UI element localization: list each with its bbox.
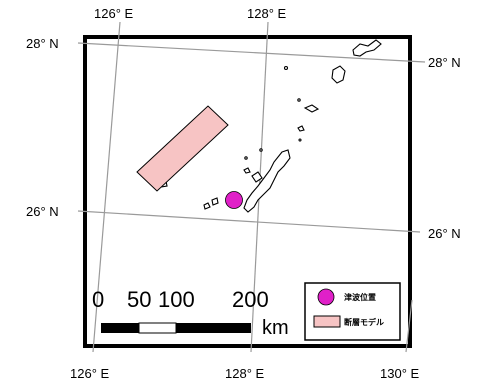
legend-fault-symbol: [313, 315, 341, 328]
label-right-26: 26° N: [428, 226, 461, 241]
legend-box: [304, 282, 401, 341]
epicenter-marker: [225, 191, 243, 209]
meridian-130: [405, 299, 413, 353]
islet-1: [283, 65, 289, 71]
scale-bar: 0 50 100 200 km: [92, 287, 289, 339]
parallel-26: [77, 210, 421, 233]
label-right-28: 28° N: [428, 55, 461, 70]
scale-tick-200: 200: [232, 287, 269, 312]
islet-6: [298, 138, 302, 142]
islet-2: [297, 98, 301, 102]
scale-segment-1: [101, 323, 139, 333]
scale-tick-100: 100: [158, 287, 195, 312]
island-okinoerabu: [303, 104, 320, 113]
legend-epicenter-label: 津波位置: [344, 292, 376, 302]
scale-tick-0: 0: [92, 287, 104, 312]
label-bottom-128: 128° E: [225, 366, 265, 381]
label-bottom-130: 130° E: [380, 366, 420, 381]
islet-3: [259, 148, 263, 152]
fault-model-rectangle: [136, 105, 229, 192]
island-amami: [352, 39, 382, 57]
island-kerama-1: [211, 197, 219, 206]
label-top-128: 128° E: [247, 6, 287, 21]
island-tokunoshima: [331, 65, 346, 84]
island-kerama-2: [203, 202, 211, 210]
label-top-126: 126° E: [94, 6, 134, 21]
label-left-26: 26° N: [26, 204, 59, 219]
legend-fault-label: 断層モデル: [344, 317, 384, 327]
island-iejima: [243, 167, 251, 174]
island-motobu: [251, 171, 263, 183]
scale-segment-2: [138, 322, 177, 334]
coastline: [159, 39, 382, 213]
parallel-28: [77, 42, 426, 63]
legend-epicenter-symbol: [317, 288, 335, 306]
label-left-28: 28° N: [26, 36, 59, 51]
scale-tick-50: 50: [127, 287, 151, 312]
label-bottom-126: 126° E: [70, 366, 110, 381]
legend: 津波位置 断層モデル: [304, 282, 401, 341]
meridian-126: [92, 21, 121, 353]
islet-4: [244, 156, 248, 160]
island-okinawa: [243, 149, 291, 213]
scale-unit: km: [262, 317, 289, 339]
island-yoron: [297, 125, 305, 132]
scale-segment-3: [176, 323, 251, 333]
